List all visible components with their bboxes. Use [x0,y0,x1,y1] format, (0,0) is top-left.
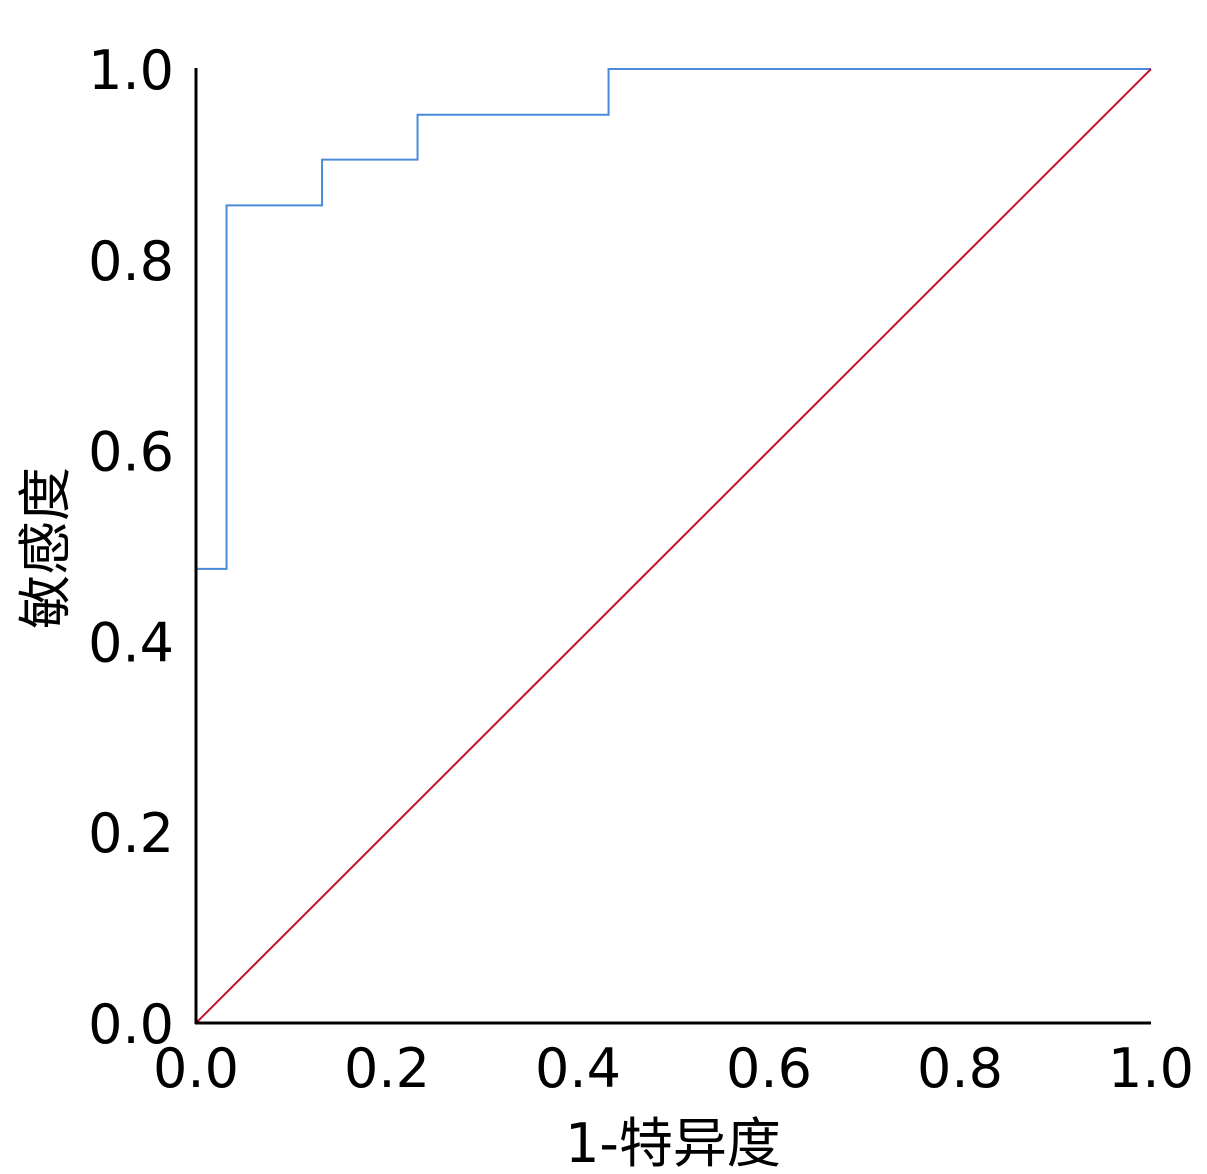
y-tick-labels: 0.0 0.2 0.4 0.6 0.8 1.0 [88,39,174,1056]
x-tick-label: 0.6 [726,1037,812,1100]
y-tick-label: 1.0 [88,39,174,102]
y-tick-label: 0.2 [88,802,174,865]
y-axis-title: 敏感度 [14,467,77,629]
reference-diagonal-line [195,68,1152,1024]
x-axis-title: 1-特异度 [565,1112,781,1174]
series-layer [195,68,1152,1024]
x-tick-label: 0.4 [535,1037,621,1100]
x-tick-label: 0.0 [153,1037,239,1100]
x-tick-label: 0.2 [344,1037,430,1100]
roc-curve-line [195,68,1151,1023]
y-tick-label: 0.8 [88,230,174,293]
y-tick-label: 0.6 [88,421,174,484]
x-tick-label: 1.0 [1108,1037,1194,1100]
y-tick-label: 0.4 [88,611,174,674]
x-tick-labels: 0.0 0.2 0.4 0.6 0.8 1.0 [153,1037,1194,1100]
y-tick-label: 0.0 [88,993,174,1056]
x-tick-label: 0.8 [917,1037,1003,1100]
